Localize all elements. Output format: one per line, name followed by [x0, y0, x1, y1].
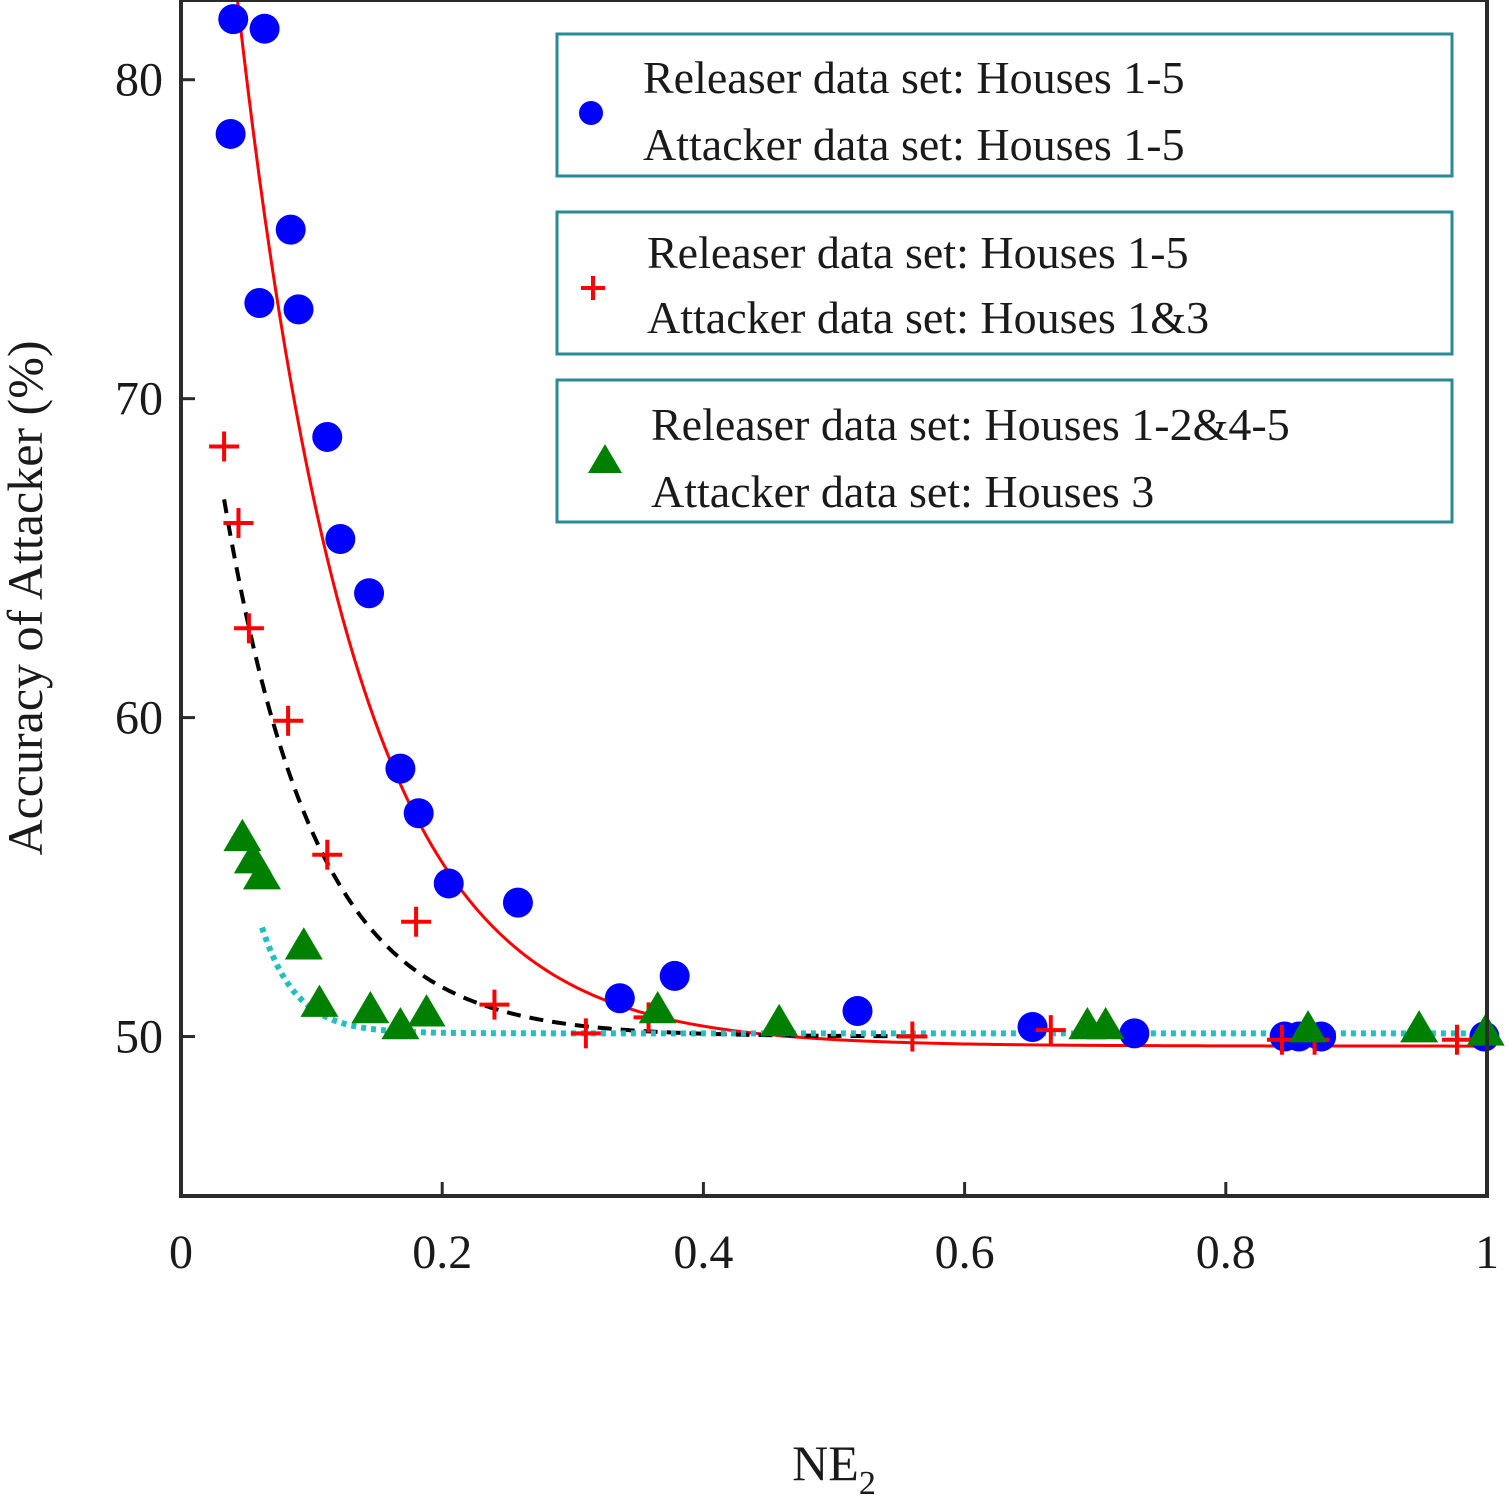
point-series-2 [401, 906, 432, 937]
point-series-2 [209, 431, 240, 462]
data-points [209, 4, 1505, 1055]
legend-entry-1: Releaser data set: Houses 1-5 Attacker da… [555, 32, 1454, 178]
x-axis-label-subscript: 2 [859, 1465, 876, 1502]
point-series-3 [300, 984, 339, 1017]
point-series-1 [312, 421, 343, 452]
point-series-3 [381, 1006, 420, 1040]
point-series-2 [1035, 1015, 1066, 1046]
point-series-1 [249, 13, 280, 44]
point-series-1 [604, 983, 635, 1014]
point-series-2 [897, 1021, 928, 1052]
point-series-1 [215, 118, 246, 149]
fit-curve-series-2 [222, 499, 913, 1039]
x-axis-label-main: NE [792, 1435, 859, 1491]
x-axis-label: NE2 [792, 1435, 876, 1502]
y-tick-label: 50 [115, 1011, 163, 1064]
point-series-1 [244, 287, 275, 318]
point-series-1 [325, 523, 356, 554]
legend-entry-3: Releaser data set: Houses 1-2&4-5 Attacke… [555, 378, 1454, 524]
axis-tick-labels: 0 0.2 0.4 0.6 0.8 1 50 60 70 80 [115, 54, 1499, 1279]
point-series-3 [351, 990, 390, 1024]
point-series-3 [284, 927, 323, 960]
point-series-1 [218, 4, 249, 35]
legend-line-attacker: Attacker data set: Houses 3 [651, 466, 1154, 517]
legend-entry-2: Releaser data set: Houses 1-5 Attacker da… [555, 210, 1454, 356]
point-series-1 [1119, 1018, 1150, 1049]
axis-ticks [179, 78, 1489, 1196]
legend-marker [581, 276, 605, 300]
legend-line-releaser: Releaser data set: Houses 1-2&4-5 [651, 399, 1290, 450]
plot-frame [179, 0, 1489, 1198]
x-tick-label: 0.6 [935, 1226, 995, 1279]
point-series-2 [233, 613, 264, 644]
x-tick-label: 0.2 [412, 1226, 472, 1279]
point-series-1 [385, 753, 416, 784]
point-series-2 [479, 989, 510, 1020]
point-series-3 [638, 990, 677, 1024]
x-tick-label: 1 [1475, 1226, 1499, 1279]
point-series-1 [403, 798, 434, 829]
point-series-1 [659, 960, 690, 991]
x-tick-label: 0.8 [1196, 1226, 1256, 1279]
y-tick-label: 60 [115, 692, 163, 745]
point-series-1 [433, 868, 464, 899]
point-series-1 [354, 578, 385, 609]
fit-curve-series-3 [259, 926, 1487, 1037]
legend-line-releaser: Releaser data set: Houses 1-5 [643, 52, 1185, 103]
point-series-3 [242, 857, 281, 890]
point-series-1 [1017, 1011, 1048, 1042]
legend-box [555, 32, 1454, 178]
x-tick-label: 0 [169, 1226, 193, 1279]
legend-box [555, 378, 1454, 524]
legend-line-attacker: Attacker data set: Houses 1-5 [643, 119, 1185, 170]
point-series-3 [760, 1003, 799, 1037]
point-series-2 [273, 705, 304, 736]
point-series-2 [223, 508, 254, 539]
legend-line-releaser: Releaser data set: Houses 1-5 [647, 227, 1189, 278]
point-series-3 [1289, 1010, 1328, 1043]
point-series-2 [312, 839, 343, 870]
x-tick-label: 0.4 [673, 1226, 733, 1279]
legend-box [555, 210, 1454, 356]
y-tick-label: 70 [115, 373, 163, 426]
point-series-2 [570, 1018, 601, 1049]
legend-marker [588, 444, 622, 473]
y-tick-label: 80 [115, 54, 163, 107]
point-series-1 [502, 887, 533, 918]
legend-marker [579, 101, 603, 125]
point-series-2 [1441, 1024, 1472, 1055]
legend: Releaser data set: Houses 1-5 Attacker da… [555, 32, 1454, 524]
point-series-1 [283, 294, 314, 325]
legend-line-attacker: Attacker data set: Houses 1&3 [647, 292, 1209, 343]
point-series-1 [275, 214, 306, 245]
point-series-1 [842, 996, 873, 1027]
y-axis-label: Accuracy of Attacker (%) [0, 341, 53, 856]
point-series-3 [407, 994, 446, 1027]
point-series-3 [1086, 1006, 1125, 1040]
point-series-3 [1400, 1010, 1439, 1043]
